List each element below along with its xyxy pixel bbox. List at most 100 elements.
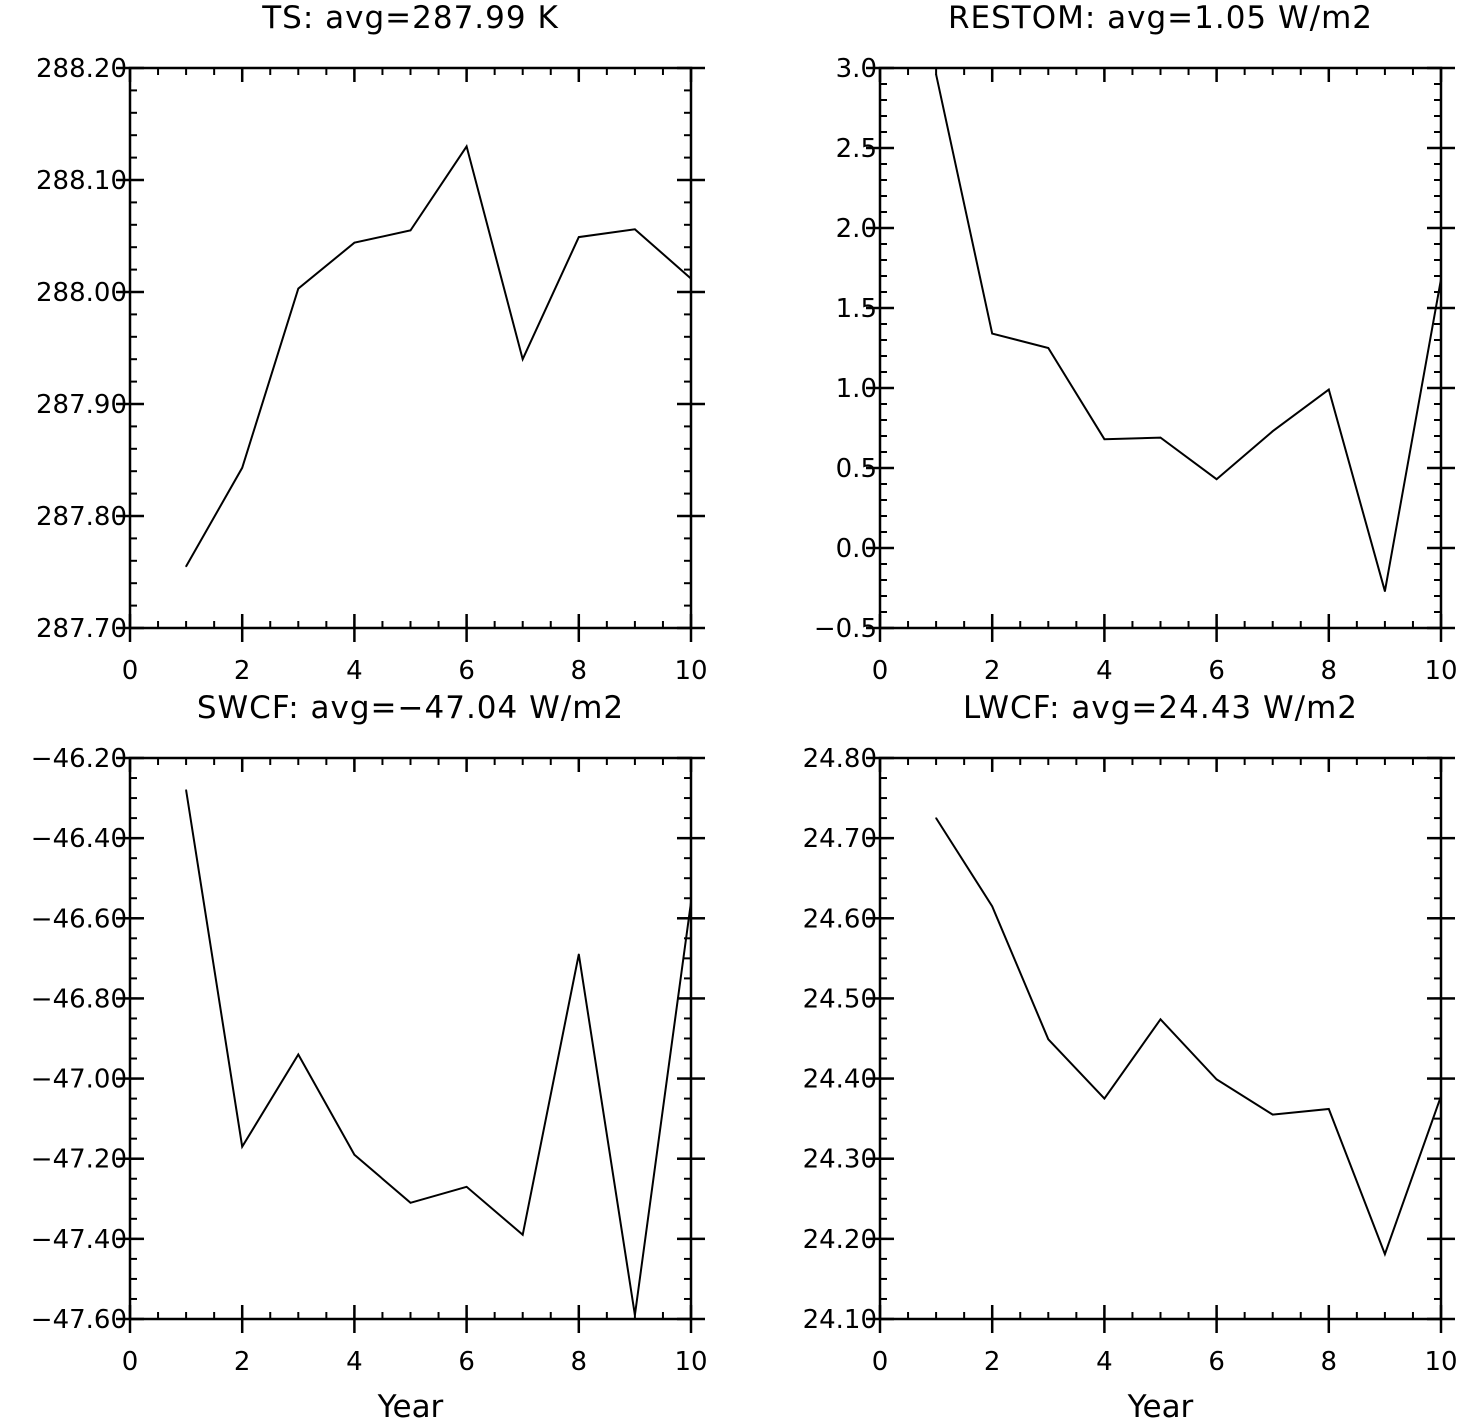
y-tick-label: −46.20 xyxy=(31,744,127,774)
x-tick-label: 2 xyxy=(234,656,251,686)
data-point xyxy=(1047,347,1050,349)
series-line xyxy=(935,817,1442,1257)
y-tick-label: −47.00 xyxy=(31,1065,127,1095)
chart-title: RESTOM: avg=1.05 W/m2 xyxy=(948,0,1373,36)
x-tick-label: 6 xyxy=(458,1347,475,1377)
y-tick-label: −47.20 xyxy=(31,1145,127,1175)
y-tick-label: 1.5 xyxy=(836,294,877,324)
y-tick-label: −47.40 xyxy=(31,1225,127,1255)
data-point xyxy=(634,1314,636,1316)
chart-title: LWCF: avg=24.43 W/m2 xyxy=(963,690,1358,726)
data-point xyxy=(991,905,993,908)
x-tick-label: 8 xyxy=(571,1347,588,1377)
plot-frame xyxy=(128,66,693,630)
y-tick-label: 288.00 xyxy=(36,278,127,308)
data-point xyxy=(1384,590,1386,592)
data-point xyxy=(409,1201,412,1204)
y-tick-label: −47.60 xyxy=(31,1305,127,1335)
x-tick-label: 10 xyxy=(1424,656,1457,686)
data-point xyxy=(1271,430,1274,433)
x-tick-label: 8 xyxy=(1321,656,1338,686)
chart-title: SWCF: avg=−47.04 W/m2 xyxy=(197,690,624,726)
x-tick-label: 0 xyxy=(122,1347,139,1377)
y-tick-label: 2.5 xyxy=(836,134,877,164)
panel-lwcf: LWCF: avg=24.43 W/m2 0 2 4 6 8 10 24.10 24.20 24.… xyxy=(803,690,1458,1419)
data-point xyxy=(297,1053,300,1056)
y-tick-label: 24.40 xyxy=(803,1065,877,1095)
x-tick-label: 6 xyxy=(1208,1347,1225,1377)
series-line xyxy=(935,74,1442,592)
data-point xyxy=(578,236,580,238)
y-tick-label: −46.40 xyxy=(31,824,127,854)
y-tick-label: 3.0 xyxy=(836,54,877,84)
y-tick-label: 1.0 xyxy=(836,374,877,404)
data-point xyxy=(1384,1253,1386,1255)
y-tick-label: 287.70 xyxy=(36,614,127,644)
y-tick-label: 24.10 xyxy=(803,1305,877,1335)
data-point xyxy=(578,953,580,956)
y-tick-label: 288.20 xyxy=(36,54,127,84)
y-tick-label: −46.80 xyxy=(31,984,127,1014)
x-axis-label: Year xyxy=(1127,1389,1194,1419)
data-point xyxy=(185,565,187,568)
x-tick-label: 2 xyxy=(234,1347,251,1377)
data-point xyxy=(690,901,692,904)
data-point xyxy=(1440,1095,1442,1098)
data-point xyxy=(353,241,356,244)
x-tick-label: 2 xyxy=(984,1347,1001,1377)
plot-frame xyxy=(128,756,693,1321)
plot-frame xyxy=(878,756,1443,1321)
x-tick-label: 10 xyxy=(1424,1347,1457,1377)
data-point xyxy=(1271,1113,1274,1116)
data-point xyxy=(297,287,300,290)
x-tick-label: 4 xyxy=(346,1347,363,1377)
data-point xyxy=(1103,438,1106,441)
data-point xyxy=(1328,1108,1330,1110)
data-point xyxy=(690,277,692,280)
y-tick-label: 24.30 xyxy=(803,1145,877,1175)
chart-title: TS: avg=287.99 K xyxy=(261,0,559,36)
y-tick-label: 24.20 xyxy=(803,1225,877,1255)
data-point xyxy=(521,1234,524,1236)
data-point xyxy=(465,1185,468,1188)
y-tick-label: 24.70 xyxy=(803,824,877,854)
data-point xyxy=(935,817,937,819)
data-point xyxy=(1047,1038,1050,1041)
plot-frame xyxy=(878,66,1443,630)
x-tick-label: 2 xyxy=(984,656,1001,686)
x-tick-label: 10 xyxy=(674,656,707,686)
y-tick-label: 288.10 xyxy=(36,166,127,196)
data-point xyxy=(634,228,636,231)
y-tick-label: 2.0 xyxy=(836,214,877,244)
y-tick-label: 24.80 xyxy=(803,744,877,774)
panel-restom: RESTOM: avg=1.05 W/m2 0 2 4 6 8 10 −0.5 0.0 0.5 1.… xyxy=(814,0,1458,686)
y-tick-label: 287.80 xyxy=(36,502,127,532)
data-point xyxy=(1103,1097,1106,1100)
data-point xyxy=(409,229,412,232)
y-tick-label: −0.5 xyxy=(814,614,877,644)
data-point xyxy=(1159,1018,1162,1021)
data-point xyxy=(241,467,243,469)
y-tick-label: −46.60 xyxy=(31,904,127,934)
y-tick-label: 0.0 xyxy=(836,534,877,564)
x-tick-label: 4 xyxy=(1096,1347,1113,1377)
x-tick-label: 4 xyxy=(1096,656,1113,686)
x-tick-label: 8 xyxy=(1321,1347,1338,1377)
x-tick-label: 0 xyxy=(872,1347,889,1377)
x-axis-label: Year xyxy=(377,1389,444,1419)
data-point xyxy=(1328,388,1330,391)
y-tick-label: 287.90 xyxy=(36,390,127,420)
data-point xyxy=(241,1145,243,1148)
data-point xyxy=(991,332,993,335)
data-point xyxy=(1215,1078,1218,1081)
data-point xyxy=(521,358,524,361)
panel-swcf: SWCF: avg=−47.04 W/m2 0 2 4 6 8 10 −47.60 −47.40… xyxy=(31,690,708,1419)
x-tick-label: 6 xyxy=(1208,656,1225,686)
data-point xyxy=(353,1153,356,1156)
x-tick-label: 6 xyxy=(458,656,475,686)
data-point xyxy=(1159,436,1162,439)
series-line xyxy=(185,143,692,567)
data-point xyxy=(935,73,937,76)
x-tick-label: 0 xyxy=(122,656,139,686)
